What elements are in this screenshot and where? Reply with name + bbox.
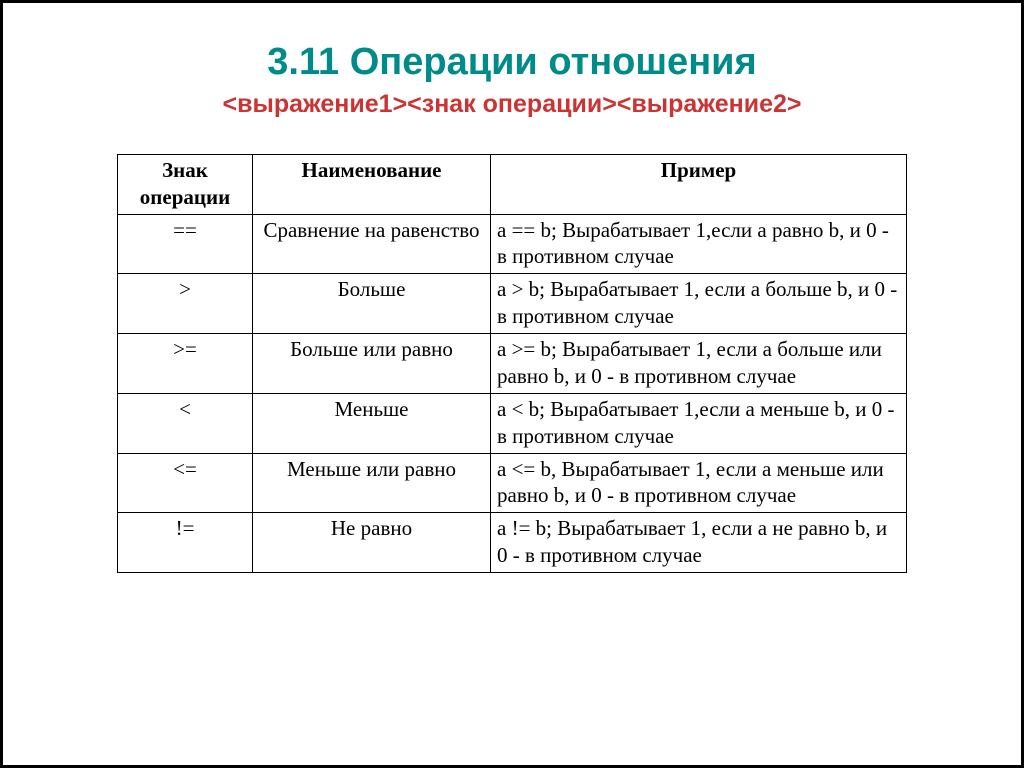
cell-sign: >	[118, 274, 253, 334]
slide-frame: 3.11 Операции отношения <выражение1><зна…	[0, 0, 1024, 768]
cell-example: a != b; Вырабатывает 1, если a не равно …	[491, 513, 907, 573]
cell-sign: >=	[118, 334, 253, 394]
cell-example: a <= b, Вырабатывает 1, если a меньше ил…	[491, 453, 907, 513]
cell-example: a > b; Вырабатывает 1, если a больше b, …	[491, 274, 907, 334]
table-row: <= Меньше или равно a <= b, Вырабатывает…	[118, 453, 907, 513]
table-row: > Больше a > b; Вырабатывает 1, если a б…	[118, 274, 907, 334]
col-header-example: Пример	[491, 154, 907, 214]
cell-name: Сравнение на равенство	[253, 214, 491, 274]
title-block: 3.11 Операции отношения <выражение1><зна…	[61, 39, 963, 120]
cell-example: a < b; Вырабатывает 1,если a меньше b, и…	[491, 393, 907, 453]
cell-sign: ==	[118, 214, 253, 274]
cell-sign: <=	[118, 453, 253, 513]
cell-name: Меньше или равно	[253, 453, 491, 513]
cell-name: Больше или равно	[253, 334, 491, 394]
table-row: >= Больше или равно a >= b; Вырабатывает…	[118, 334, 907, 394]
table-row: != Не равно a != b; Вырабатывает 1, если…	[118, 513, 907, 573]
col-header-sign: Знак операции	[118, 154, 253, 214]
cell-name: Больше	[253, 274, 491, 334]
operations-table: Знак операции Наименование Пример == Сра…	[117, 154, 907, 573]
cell-name: Не равно	[253, 513, 491, 573]
table-row: < Меньше a < b; Вырабатывает 1,если a ме…	[118, 393, 907, 453]
table-header-row: Знак операции Наименование Пример	[118, 154, 907, 214]
cell-name: Меньше	[253, 393, 491, 453]
col-header-name: Наименование	[253, 154, 491, 214]
cell-sign: <	[118, 393, 253, 453]
cell-example: a >= b; Вырабатывает 1, если a больше ил…	[491, 334, 907, 394]
table-row: == Сравнение на равенство a == b; Выраба…	[118, 214, 907, 274]
main-title: 3.11 Операции отношения	[61, 39, 963, 87]
sub-title: <выражение1><знак операции><выражение2>	[61, 89, 963, 120]
cell-sign: !=	[118, 513, 253, 573]
cell-example: a == b; Вырабатывает 1,если a равно b, и…	[491, 214, 907, 274]
